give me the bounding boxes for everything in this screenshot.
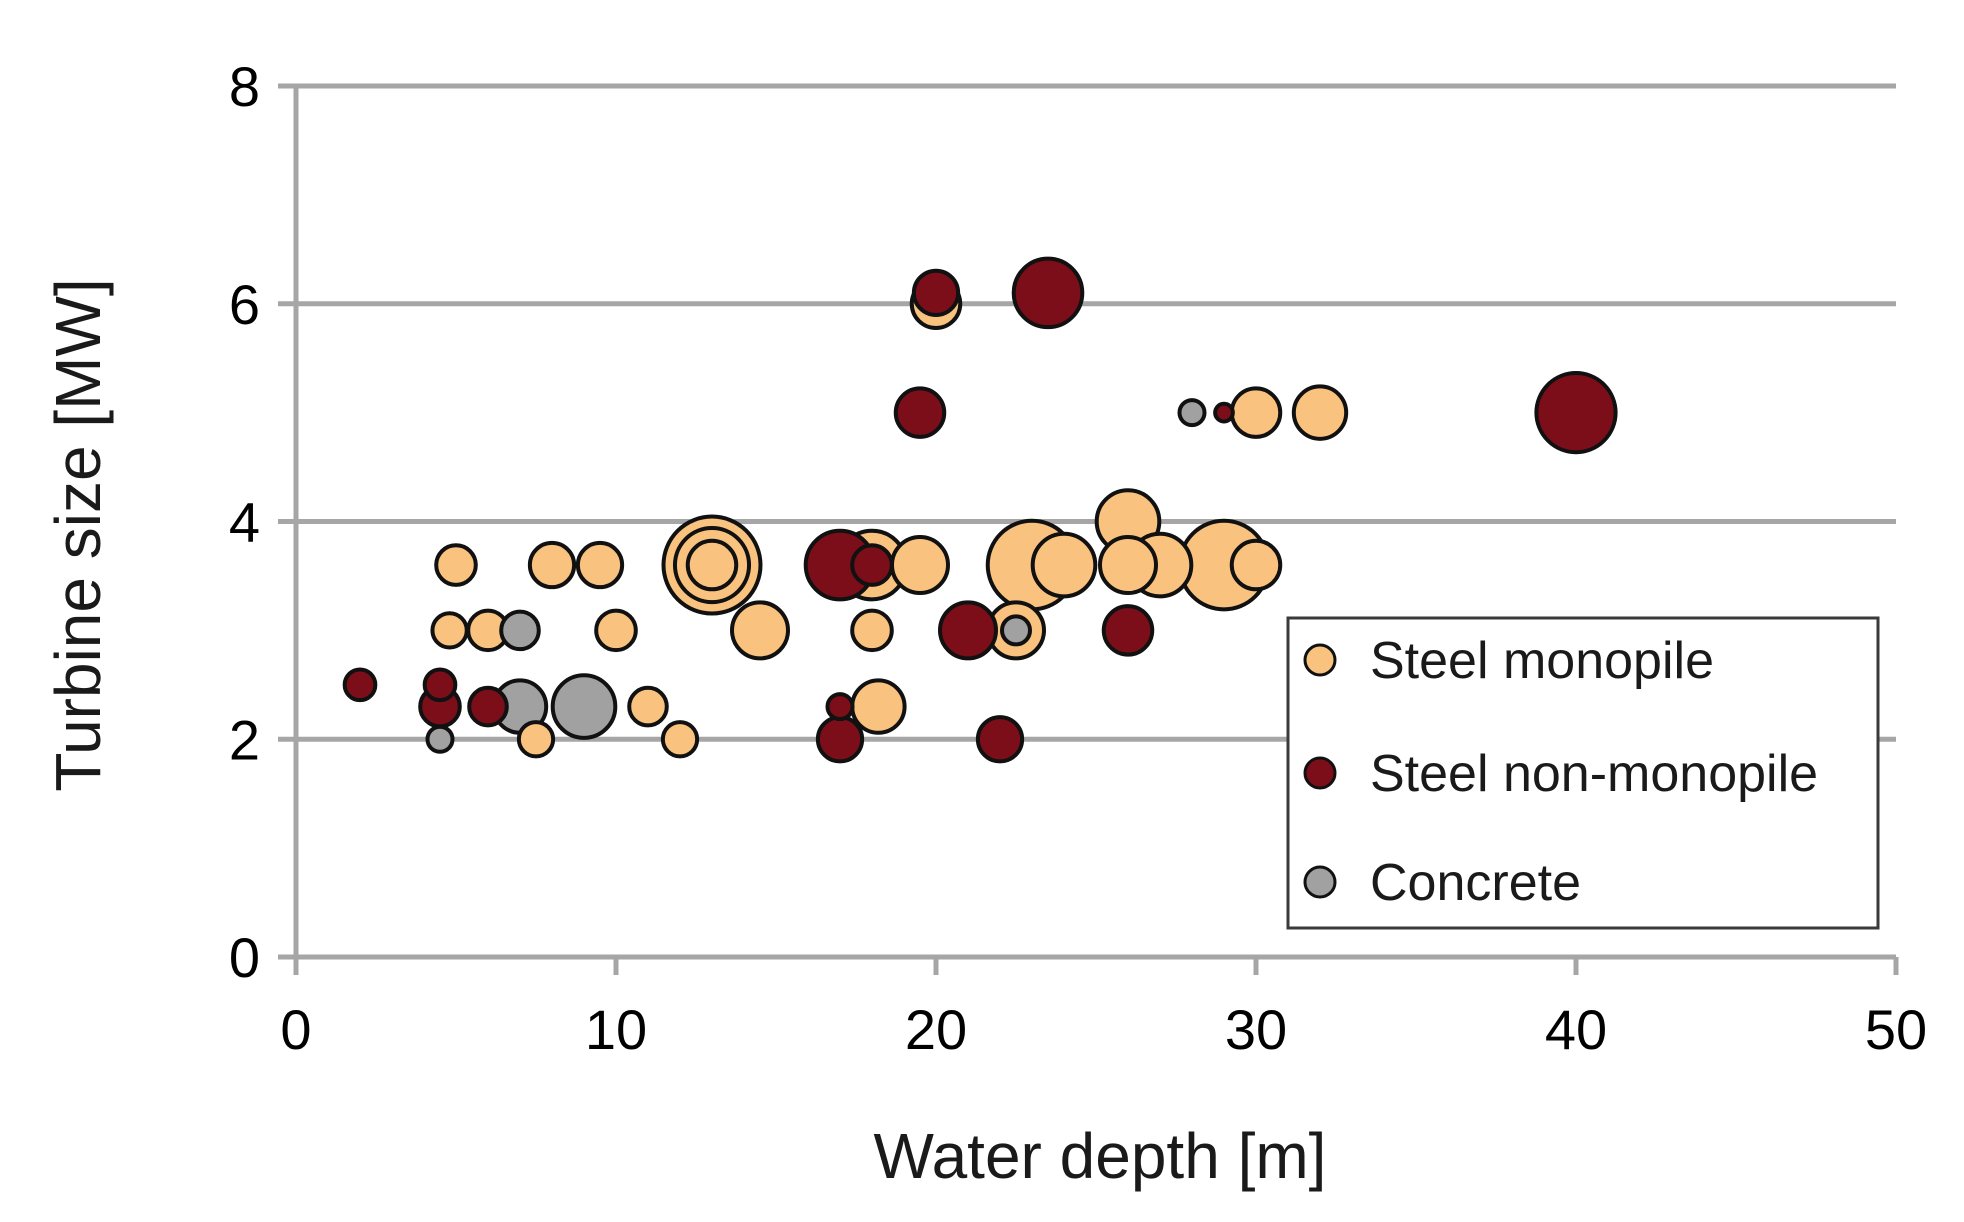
- x-tick-label-50: 50: [1865, 998, 1927, 1061]
- x-tick-label-10: 10: [585, 998, 647, 1061]
- bubble-steel-non-monopile-14: [1213, 401, 1235, 424]
- legend-label-steel-monopile: Steel monopile: [1370, 632, 1714, 690]
- bubble-steel-non-monopile-11: [975, 715, 1025, 764]
- bubble-steel-non-monopile-1: [422, 667, 458, 703]
- x-tick-label-0: 0: [280, 998, 311, 1061]
- bubble-steel-monopile-26: [1229, 386, 1283, 439]
- bubble-concrete-5: [1177, 398, 1207, 428]
- x-tick-label-30: 30: [1225, 998, 1287, 1061]
- bubble-steel-monopile-3: [527, 540, 577, 590]
- bubble-concrete-3: [550, 673, 618, 740]
- legend-item-concrete: Concrete: [1303, 854, 1581, 912]
- bubble-steel-monopile-16: [850, 678, 907, 735]
- bubble-steel-monopile-27: [1291, 384, 1349, 441]
- bubble-steel-monopile-22: [1098, 535, 1158, 596]
- bubble-steel-non-monopile-9: [911, 268, 961, 317]
- bubble-concrete-1: [499, 609, 541, 652]
- bubble-steel-non-monopile-8: [893, 386, 947, 439]
- legend-swatch-steel-monopile: [1303, 643, 1337, 677]
- bubble-steel-monopile-6: [516, 720, 556, 759]
- bubble-steel-non-monopile-12: [1011, 256, 1085, 330]
- bubble-steel-monopile-7: [627, 685, 669, 728]
- y-axis-title: Turbine size [MW]: [42, 278, 114, 791]
- bubble-concrete-4: [1000, 614, 1032, 647]
- legend-box: [1286, 616, 1880, 930]
- bubble-steel-non-monopile-5: [850, 543, 894, 587]
- bubble-steel-monopile-14: [890, 535, 950, 596]
- legend-item-steel-monopile: Steel monopile: [1303, 632, 1714, 690]
- y-tick-label-0: 0: [229, 926, 260, 989]
- bubble-steel-monopile-12: [730, 600, 790, 661]
- bubble-steel-monopile-5: [594, 608, 638, 653]
- bubble-steel-non-monopile-3: [467, 685, 509, 728]
- bubble-steel-monopile-4: [575, 540, 625, 590]
- legend-label-steel-non-monopile: Steel non-monopile: [1370, 745, 1818, 803]
- bubble-concrete-0: [425, 724, 455, 754]
- x-tick-label-20: 20: [905, 998, 967, 1061]
- legend: Steel monopile Steel non-monopile Concre…: [1286, 616, 1880, 930]
- y-tick-label-8: 8: [229, 55, 260, 118]
- x-axis-title: Water depth [m]: [874, 1120, 1327, 1192]
- bubble-steel-non-monopile-15: [1534, 371, 1618, 455]
- bubble-steel-non-monopile-7: [825, 692, 855, 722]
- legend-item-steel-non-monopile: Steel non-monopile: [1303, 745, 1818, 803]
- bubble-steel-monopile-25: [1229, 538, 1283, 592]
- bubble-steel-monopile-11: [685, 538, 739, 592]
- bubble-steel-non-monopile-0: [342, 667, 378, 703]
- bubbles: [342, 256, 1618, 764]
- y-tick-label-4: 4: [229, 491, 260, 554]
- y-tick-label-2: 2: [229, 708, 260, 771]
- tick-labels: 0 2 4 6 8 0 10 20 30 40 50: [229, 55, 1927, 1061]
- axes: [278, 83, 1899, 975]
- bubble-steel-non-monopile-10: [938, 600, 998, 661]
- legend-swatch-steel-non-monopile: [1303, 756, 1337, 790]
- bubble-steel-monopile-8: [660, 720, 700, 759]
- legend-label-concrete: Concrete: [1370, 854, 1581, 912]
- legend-swatch-concrete: [1303, 865, 1337, 899]
- bubble-steel-monopile-1: [430, 611, 469, 650]
- bubble-steel-monopile-0: [434, 543, 478, 587]
- bubble-steel-monopile-15: [850, 608, 894, 653]
- bubble-steel-non-monopile-6: [815, 715, 865, 764]
- y-tick-label-6: 6: [229, 273, 260, 336]
- bubble-steel-monopile-20: [1030, 531, 1098, 599]
- bubble-steel-non-monopile-13: [1101, 604, 1155, 657]
- x-tick-label-40: 40: [1545, 998, 1607, 1061]
